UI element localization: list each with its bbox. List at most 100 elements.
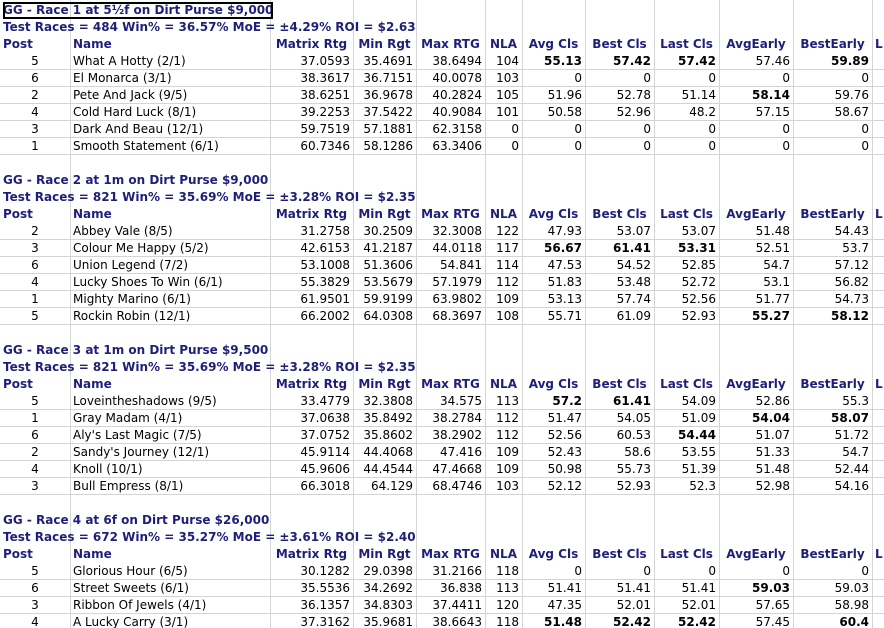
cell-avg-cls[interactable]: 47.35 bbox=[547, 598, 582, 612]
cell-post[interactable]: 4 bbox=[31, 462, 39, 476]
cell-post[interactable]: 2 bbox=[31, 88, 39, 102]
header-best-early[interactable]: BestEarly bbox=[800, 547, 865, 561]
cell-avg-early[interactable]: 52.86 bbox=[755, 394, 790, 408]
cell-last-cls[interactable]: 48.2 bbox=[689, 105, 716, 119]
cell-avg-cls[interactable]: 47.93 bbox=[547, 224, 582, 238]
header-post[interactable]: Post bbox=[3, 207, 33, 221]
cell-best-cls[interactable]: 61.09 bbox=[616, 309, 651, 323]
cell-last-cls[interactable]: 52.01 bbox=[681, 598, 716, 612]
cell-last-cls[interactable]: 52.72 bbox=[681, 275, 716, 289]
cell-best-early[interactable]: 60.4 bbox=[839, 615, 869, 628]
cell-post[interactable]: 6 bbox=[31, 581, 39, 595]
cell-avg-cls[interactable]: 52.56 bbox=[547, 428, 582, 442]
cell-best-early[interactable]: 54.16 bbox=[834, 479, 869, 493]
cell-last-cls[interactable]: 54.44 bbox=[678, 428, 716, 442]
cell-nla[interactable]: 117 bbox=[496, 241, 519, 255]
cell-name[interactable]: Lucky Shoes To Win (6/1) bbox=[73, 275, 223, 289]
cell-max-rtg[interactable]: 32.3008 bbox=[432, 224, 482, 238]
cell-best-early[interactable]: 58.07 bbox=[831, 411, 869, 425]
cell-nla[interactable]: 109 bbox=[496, 292, 519, 306]
header-avg-early[interactable]: AvgEarly bbox=[726, 207, 786, 221]
cell-matrix-rtg[interactable]: 38.6251 bbox=[300, 88, 350, 102]
cell-best-cls[interactable]: 0 bbox=[643, 71, 651, 85]
cell-max-rtg[interactable]: 63.9802 bbox=[432, 292, 482, 306]
cell-nla[interactable]: 112 bbox=[496, 411, 519, 425]
header-post[interactable]: Post bbox=[3, 547, 33, 561]
cell-post[interactable]: 6 bbox=[31, 71, 39, 85]
cell-matrix-rtg[interactable]: 37.3162 bbox=[300, 615, 350, 628]
cell-avg-cls[interactable]: 55.71 bbox=[547, 309, 582, 323]
race-stats[interactable]: Test Races = 672 Win% = 35.27% MoE = ±3.… bbox=[3, 530, 416, 544]
cell-nla[interactable]: 0 bbox=[511, 139, 519, 153]
cell-avg-cls[interactable]: 47.53 bbox=[547, 258, 582, 272]
cell-nla[interactable]: 109 bbox=[496, 462, 519, 476]
header-matrix-rtg[interactable]: Matrix Rtg bbox=[275, 547, 348, 561]
cell-min-rgt[interactable]: 57.1881 bbox=[363, 122, 413, 136]
cell-matrix-rtg[interactable]: 59.7519 bbox=[300, 122, 350, 136]
cell-avg-cls[interactable]: 52.43 bbox=[547, 445, 582, 459]
cell-avg-early[interactable]: 0 bbox=[782, 71, 790, 85]
header-matrix-rtg[interactable]: Matrix Rtg bbox=[275, 377, 348, 391]
header-min-rgt[interactable]: Min Rgt bbox=[358, 37, 411, 51]
cell-name[interactable]: Cold Hard Luck (8/1) bbox=[73, 105, 197, 119]
cell-avg-early[interactable]: 54.04 bbox=[752, 411, 790, 425]
cell-post[interactable]: 2 bbox=[31, 224, 39, 238]
cell-min-rgt[interactable]: 30.2509 bbox=[363, 224, 413, 238]
cell-best-early[interactable]: 55.3 bbox=[842, 394, 869, 408]
header-max-rtg[interactable]: Max RTG bbox=[421, 37, 480, 51]
cell-avg-cls[interactable]: 51.48 bbox=[544, 615, 582, 628]
cell-min-rgt[interactable]: 35.4691 bbox=[363, 54, 413, 68]
cell-name[interactable]: Sandy's Journey (12/1) bbox=[73, 445, 210, 459]
cell-last-cls[interactable]: 51.09 bbox=[681, 411, 716, 425]
header-name[interactable]: Name bbox=[73, 547, 112, 561]
cell-name[interactable]: Knoll (10/1) bbox=[73, 462, 143, 476]
cell-matrix-rtg[interactable]: 39.2253 bbox=[300, 105, 350, 119]
cell-post[interactable]: 4 bbox=[31, 275, 39, 289]
cell-post[interactable]: 5 bbox=[31, 394, 39, 408]
cell-best-cls[interactable]: 0 bbox=[643, 564, 651, 578]
cell-post[interactable]: 6 bbox=[31, 428, 39, 442]
header-name[interactable]: Name bbox=[73, 377, 112, 391]
cell-best-early[interactable]: 59.76 bbox=[834, 88, 869, 102]
cell-avg-cls[interactable]: 0 bbox=[574, 71, 582, 85]
header-nla[interactable]: NLA bbox=[490, 377, 517, 391]
header-nla[interactable]: NLA bbox=[490, 547, 517, 561]
cell-best-early[interactable]: 54.7 bbox=[842, 445, 869, 459]
cell-post[interactable]: 6 bbox=[31, 258, 39, 272]
cell-avg-early[interactable]: 59.03 bbox=[752, 581, 790, 595]
cell-last-cls[interactable]: 51.41 bbox=[681, 581, 716, 595]
header-name[interactable]: Name bbox=[73, 37, 112, 51]
cell-avg-cls[interactable]: 51.47 bbox=[547, 411, 582, 425]
cell-post[interactable]: 5 bbox=[31, 564, 39, 578]
cell-min-rgt[interactable]: 64.129 bbox=[371, 479, 413, 493]
cell-best-cls[interactable]: 53.48 bbox=[616, 275, 651, 289]
cell-max-rtg[interactable]: 44.0118 bbox=[432, 241, 482, 255]
cell-max-rtg[interactable]: 57.1979 bbox=[432, 275, 482, 289]
header-name[interactable]: Name bbox=[73, 207, 112, 221]
cell-avg-early[interactable]: 0 bbox=[782, 122, 790, 136]
cell-avg-early[interactable]: 51.77 bbox=[755, 292, 790, 306]
cell-best-cls[interactable]: 60.53 bbox=[616, 428, 651, 442]
cell-min-rgt[interactable]: 51.3606 bbox=[363, 258, 413, 272]
cell-max-rtg[interactable]: 38.2784 bbox=[432, 411, 482, 425]
cell-post[interactable]: 3 bbox=[31, 122, 39, 136]
cell-avg-early[interactable]: 57.45 bbox=[755, 615, 790, 628]
header-best-cls[interactable]: Best Cls bbox=[592, 377, 647, 391]
cell-max-rtg[interactable]: 34.575 bbox=[440, 394, 482, 408]
cell-avg-cls[interactable]: 51.83 bbox=[547, 275, 582, 289]
cell-best-cls[interactable]: 61.41 bbox=[613, 241, 651, 255]
cell-min-rgt[interactable]: 35.9681 bbox=[363, 615, 413, 628]
cell-matrix-rtg[interactable]: 35.5536 bbox=[300, 581, 350, 595]
race-title[interactable]: GG - Race 2 at 1m on Dirt Purse $9,000 bbox=[3, 173, 269, 187]
cell-nla[interactable]: 104 bbox=[496, 54, 519, 68]
cell-avg-cls[interactable]: 0 bbox=[574, 564, 582, 578]
header-avg-cls[interactable]: Avg Cls bbox=[528, 377, 579, 391]
cell-name[interactable]: Colour Me Happy (5/2) bbox=[73, 241, 209, 255]
cell-max-rtg[interactable]: 47.416 bbox=[440, 445, 482, 459]
cell-min-rgt[interactable]: 44.4544 bbox=[363, 462, 413, 476]
cell-nla[interactable]: 103 bbox=[496, 479, 519, 493]
cell-nla[interactable]: 118 bbox=[496, 564, 519, 578]
cell-avg-early[interactable]: 0 bbox=[782, 564, 790, 578]
cell-last-cls[interactable]: 51.14 bbox=[681, 88, 716, 102]
cell-avg-early[interactable]: 57.65 bbox=[755, 598, 790, 612]
